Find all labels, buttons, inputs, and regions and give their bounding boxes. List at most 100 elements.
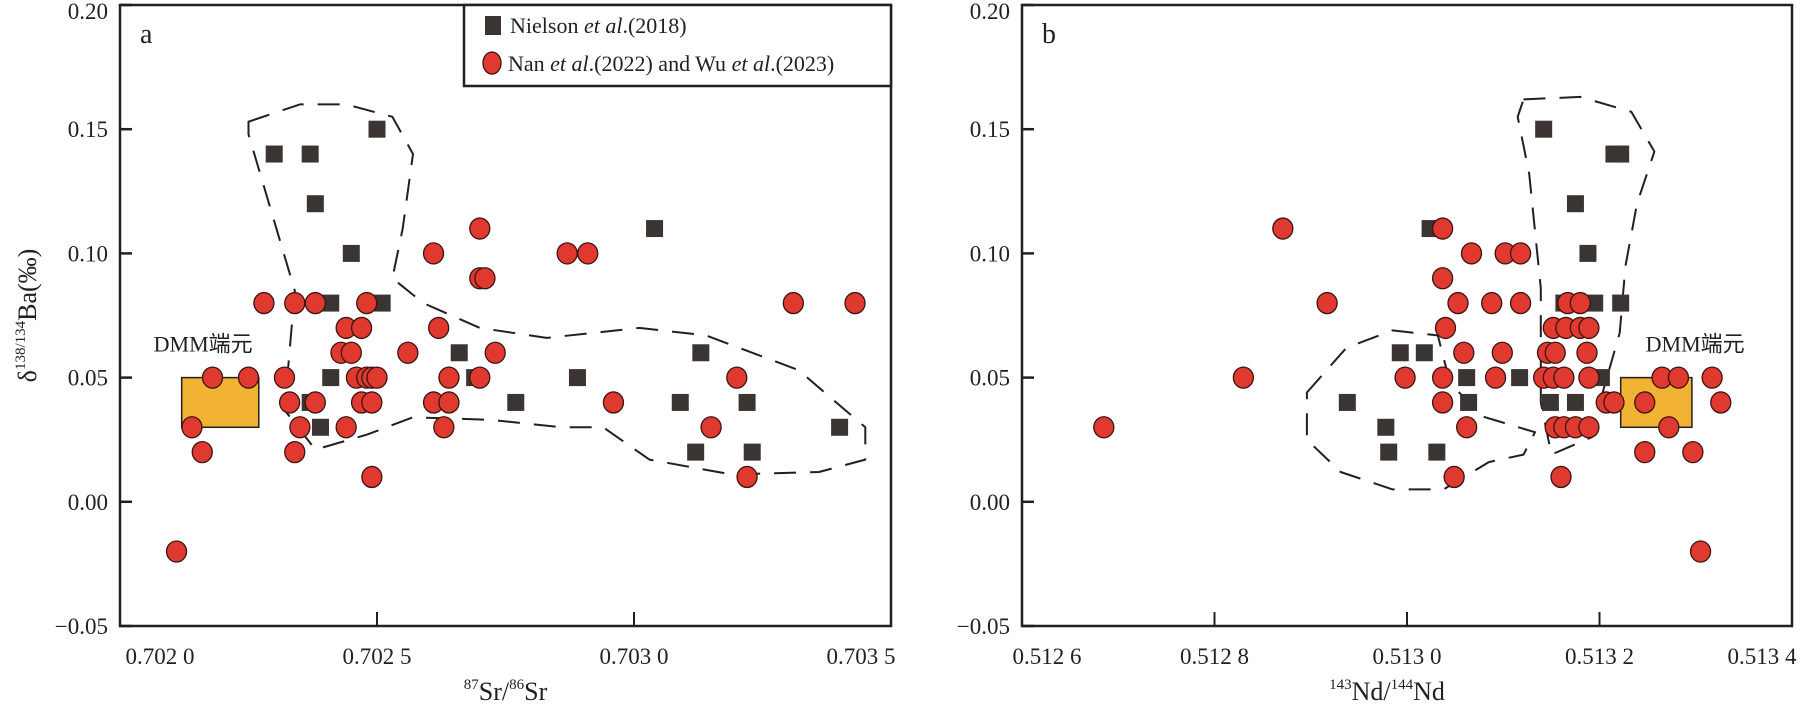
data-point-circle [1553,366,1575,389]
x-label-sup: 144 [1391,677,1414,693]
panel-label: b [1042,19,1056,50]
data-point-square [671,393,689,411]
data-point-circle [284,440,306,464]
legend-text: .(2018) [622,13,686,38]
x-tick-label: 0.702 5 [343,644,412,669]
x-label-text: Nd/ [1352,677,1392,706]
data-point-circle [1460,242,1483,265]
data-point-circle [1544,341,1566,364]
data-point-square [342,244,360,262]
data-point-square [1535,120,1553,138]
legend: Nielson et al.(2018)Nan et al.(2022) and… [462,3,893,88]
data-point-circle [273,366,296,389]
legend-text: Nan [508,51,550,76]
data-point-circle [1701,366,1723,389]
data-point-circle [1232,366,1255,389]
data-point-circle [1394,366,1416,389]
data-point-circle [350,316,373,340]
data-point-circle [201,366,224,389]
panel-a: DMM端元 0.20 0.15 0.10 0.05 0.00 −0.05 0.702 0 0.7… [13,0,896,706]
data-point-circle [1272,217,1294,240]
data-point-circle [428,316,450,340]
data-point-circle [1603,391,1625,414]
data-point-circle [602,391,625,414]
dmm-label: DMM端元 [154,332,253,357]
data-point-circle [700,416,722,439]
data-point-square [1428,443,1446,461]
data-point-square [568,369,586,387]
legend-text: .(2023) [770,51,834,76]
data-point-circle [484,341,506,364]
data-point-circle [1456,416,1478,439]
x-tick-label: 0.513 0 [1373,644,1442,669]
data-point-circle [1316,291,1338,315]
data-point-square [692,344,710,362]
data-point-circle [304,391,326,414]
y-tick-label: 0.15 [970,117,1010,142]
legend-text-italic: et al [550,51,589,76]
data-point-circle [1481,291,1503,315]
x-label-text: Sr/ [479,677,510,706]
data-point-circle [1689,540,1712,563]
data-point-square [1511,369,1529,387]
dashed-envelope [1305,329,1536,491]
x-axis-label: 143Nd/144Nd [1329,677,1445,706]
y-tick-label: 0.10 [68,241,108,266]
data-point-square [687,443,705,461]
data-point-circle [335,416,357,439]
data-point-square [1566,195,1584,213]
y-label-text: δ [13,370,42,382]
x-tick-label: 0.703 5 [827,644,896,669]
data-point-circle [340,341,362,364]
data-point-square [322,294,340,312]
data-point-square [1338,393,1356,411]
data-point-square [1612,294,1630,312]
x-label-text: Nd [1413,677,1445,706]
data-point-circle [1431,366,1454,389]
data-point-square [1377,418,1395,436]
data-point-circle [1634,440,1656,464]
legend-text-italic: et al [732,51,771,76]
y-tick-label: 0.20 [970,0,1010,24]
data-point-circle [397,341,419,364]
data-point-circle [422,242,445,265]
data-point-square [1460,393,1478,411]
data-point-circle [1453,341,1475,364]
data-point-circle [191,440,213,464]
legend-text: Nielson [510,13,584,38]
x-tick-label: 0.512 6 [1013,644,1082,669]
data-point-square [507,393,525,411]
legend-square-marker [485,16,501,35]
data-point-circle [366,366,388,389]
data-point-circle [1710,391,1732,414]
data-point-square [1612,145,1630,163]
y-label-text: Ba(‰) [13,249,42,321]
data-point-circle [782,291,804,315]
data-point-square [1380,443,1398,461]
data-point-circle [577,242,599,265]
data-point-circle [304,291,326,315]
y-tick-label: 0.20 [68,0,108,24]
data-point-circle [1431,217,1454,240]
data-point-square [368,120,386,138]
data-point-circle [844,291,866,315]
data-point-square [1458,369,1476,387]
data-point-circle [1093,416,1115,439]
data-point-square [738,393,756,411]
data-point-square [450,344,468,362]
data-point-circle [1569,291,1591,315]
data-point-circle [433,416,455,439]
data-point-square [1541,393,1559,411]
x-tick-label: 0.703 0 [600,644,669,669]
data-point-circle [1431,267,1454,290]
data-point-circle [469,366,491,389]
data-point-circle [237,366,260,389]
legend-circle-marker [482,51,502,75]
y-axis-label: δ138/134Ba(‰) [13,249,42,383]
data-point-circle [474,267,496,290]
data-point-circle [1578,416,1600,439]
x-label-sup: 87 [464,677,480,693]
data-point-circle [469,217,491,240]
data-point-square [1579,244,1597,262]
